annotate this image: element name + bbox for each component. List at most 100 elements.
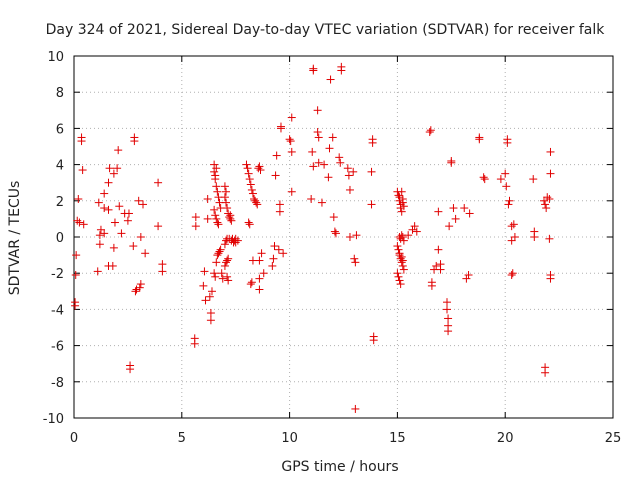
data-point — [100, 204, 109, 213]
data-point — [434, 245, 443, 254]
data-point — [399, 265, 408, 274]
data-point — [73, 216, 82, 225]
data-point — [313, 106, 322, 115]
data-point — [158, 260, 167, 269]
data-point — [256, 166, 265, 175]
x-tick-label: 10 — [281, 431, 298, 446]
data-point — [367, 167, 376, 176]
data-point — [326, 75, 335, 84]
data-point — [444, 314, 453, 323]
data-point — [206, 309, 215, 318]
x-tick-label: 5 — [178, 431, 186, 446]
data-point — [130, 137, 139, 146]
data-point — [369, 336, 378, 345]
data-point — [314, 158, 323, 167]
data-point — [395, 251, 404, 260]
y-tick-label: -8 — [51, 376, 64, 391]
data-point — [396, 280, 405, 289]
axis-ticks: 0 5 10 15 20 25 -10 -8 -6 -4 -2 0 2 4 6 8 10 — [43, 50, 622, 446]
data-point — [221, 198, 230, 207]
data-point — [211, 272, 220, 281]
data-point — [480, 175, 489, 184]
data-point — [345, 233, 354, 241]
data-point — [408, 225, 417, 234]
data-point — [255, 256, 264, 265]
data-point — [224, 209, 233, 218]
y-tick-label: -6 — [51, 340, 64, 355]
data-point — [114, 146, 123, 155]
data-point — [541, 200, 550, 209]
data-point — [124, 209, 133, 218]
y-tick-label: -10 — [43, 412, 64, 427]
data-point — [250, 194, 259, 203]
data-point — [74, 194, 83, 203]
data-point — [214, 220, 223, 229]
data-point — [135, 283, 144, 292]
data-point — [136, 233, 145, 241]
data-point — [72, 251, 81, 260]
data-point — [94, 198, 103, 207]
data-point — [447, 158, 456, 167]
data-point — [215, 247, 224, 256]
data-point — [507, 271, 516, 280]
data-point — [201, 296, 210, 305]
data-point — [308, 147, 317, 156]
data-point — [331, 229, 340, 238]
data-point — [246, 280, 255, 289]
data-point — [247, 278, 256, 287]
data-point — [442, 298, 451, 307]
data-point — [113, 164, 122, 173]
data-point — [226, 211, 235, 220]
data-point — [393, 269, 402, 278]
data-point — [259, 269, 268, 278]
data-point — [546, 147, 555, 156]
data-point — [501, 169, 510, 178]
data-point — [78, 166, 87, 175]
data-point — [100, 189, 109, 198]
data-point — [244, 218, 253, 227]
data-point — [396, 204, 405, 213]
data-point — [541, 368, 550, 377]
data-point — [93, 267, 102, 276]
data-point — [426, 126, 435, 135]
data-point — [314, 133, 323, 142]
data-point — [212, 164, 221, 173]
data-point — [251, 196, 260, 205]
data-point — [325, 144, 334, 153]
data-point — [351, 258, 360, 267]
data-point — [191, 222, 200, 231]
data-point — [246, 180, 255, 189]
x-tick-label: 15 — [389, 431, 406, 446]
data-point — [275, 200, 284, 209]
data-point — [77, 137, 86, 146]
data-point — [75, 218, 84, 227]
data-point — [123, 216, 132, 225]
data-point — [427, 281, 436, 290]
data-point — [287, 187, 296, 196]
y-tick-label: 10 — [47, 50, 64, 65]
data-point — [546, 274, 555, 283]
data-point — [272, 151, 281, 160]
data-point — [399, 202, 408, 211]
data-point — [255, 162, 264, 171]
data-point — [212, 214, 221, 223]
data-point — [248, 189, 257, 198]
data-point — [462, 274, 471, 283]
data-point — [129, 242, 138, 251]
data-point — [329, 213, 338, 222]
data-point — [136, 280, 145, 289]
y-tick-label: 0 — [56, 231, 64, 246]
y-tick-label: 2 — [56, 195, 64, 210]
data-point — [313, 128, 322, 137]
data-point — [210, 167, 219, 176]
data-point — [224, 276, 233, 285]
data-point — [245, 220, 254, 229]
data-point — [345, 185, 354, 194]
data-point — [213, 187, 222, 196]
x-axis-label: GPS time / hours — [281, 459, 398, 475]
data-point — [132, 285, 141, 294]
data-point — [138, 200, 147, 209]
data-point — [223, 204, 232, 213]
data-point — [545, 234, 554, 243]
y-tick-label: 6 — [56, 122, 64, 137]
